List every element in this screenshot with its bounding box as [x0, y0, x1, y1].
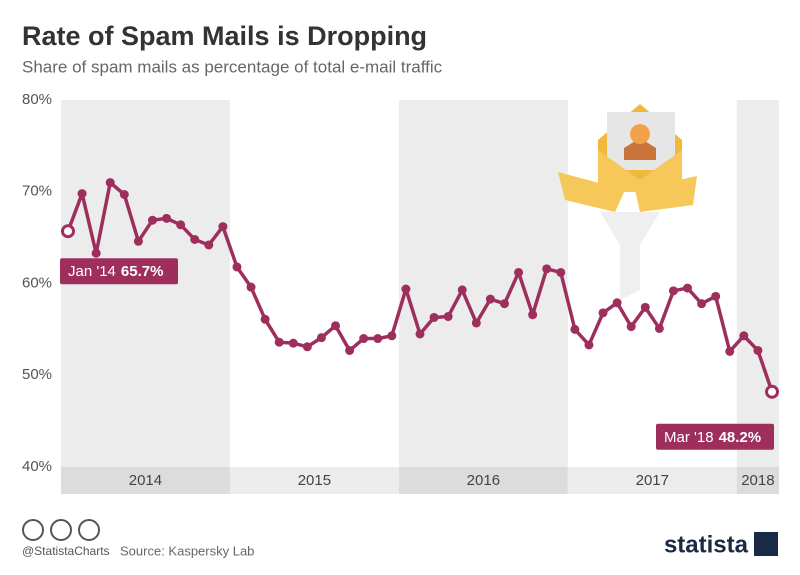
- year-strip: [60, 467, 230, 494]
- point: [77, 189, 87, 199]
- x-tick-label: 2016: [467, 472, 500, 489]
- data-label: 65.7%: [121, 263, 164, 280]
- point: [387, 331, 397, 341]
- point: [401, 284, 411, 294]
- point: [626, 322, 636, 332]
- annotation: Mar '18 48.2%: [664, 429, 761, 446]
- point: [359, 334, 369, 344]
- question: [630, 124, 650, 144]
- point: [765, 384, 779, 399]
- point: [61, 224, 75, 239]
- chart-subtitle: Share of spam mails as percentage of tot…: [22, 57, 443, 76]
- point: [753, 345, 763, 355]
- point: [91, 248, 101, 258]
- year-band: [398, 100, 568, 467]
- point: [471, 318, 481, 328]
- annotation-box: [60, 258, 178, 285]
- point: [570, 324, 580, 334]
- illustration: [558, 104, 697, 300]
- point: [640, 302, 650, 312]
- point: [485, 294, 495, 304]
- box: [624, 138, 656, 160]
- point: [119, 190, 129, 200]
- plot: 40% 50% 60% 70% 80% Jan '14 65.7% Mar '18 48.2%: [22, 91, 779, 475]
- point: [598, 308, 608, 318]
- point: [683, 283, 693, 293]
- envelope-front: [598, 150, 682, 192]
- point: [105, 178, 115, 188]
- point: [218, 222, 228, 232]
- year-strip: [398, 467, 568, 494]
- point: [725, 346, 735, 356]
- handle: @StatistaCharts: [22, 544, 110, 558]
- point: [302, 342, 312, 352]
- cc-icon: [22, 519, 44, 541]
- point: [246, 282, 256, 292]
- x-tick-label: 2018: [741, 472, 774, 489]
- year-strip: [229, 467, 399, 494]
- x-tick-label: 2017: [636, 472, 669, 489]
- data-label: 48.2%: [719, 429, 762, 446]
- x-tick-label: 2014: [129, 472, 162, 489]
- y-tick-label: 50%: [22, 366, 52, 383]
- x-tick-label: 2015: [298, 472, 331, 489]
- y-tick-label: 80%: [22, 91, 52, 108]
- point: [514, 267, 524, 277]
- year-strip: [567, 467, 737, 494]
- point: [133, 236, 143, 246]
- point: [542, 264, 552, 274]
- point: [345, 345, 355, 355]
- point: [176, 220, 186, 230]
- source: Source: Kaspersky Lab: [120, 543, 254, 558]
- point: [415, 329, 425, 339]
- by-icon: [50, 519, 72, 541]
- point: [288, 338, 298, 348]
- y-tick-label: 40%: [22, 458, 52, 475]
- point: [654, 323, 664, 333]
- brand-logo: [754, 532, 778, 556]
- point: [331, 321, 341, 331]
- chart-title: Rate of Spam Mails is Dropping: [22, 21, 427, 51]
- year-band: [736, 100, 780, 467]
- point: [528, 310, 538, 320]
- point: [373, 334, 383, 344]
- nd-icon: [78, 519, 100, 541]
- point: [457, 285, 467, 295]
- point: [190, 234, 200, 244]
- annotation: Jan '14 65.7%: [68, 263, 163, 280]
- point: [316, 333, 326, 343]
- point: [204, 240, 214, 250]
- point: [697, 299, 707, 309]
- point: [260, 314, 270, 324]
- point: [232, 262, 242, 272]
- point: [612, 298, 622, 308]
- point: [429, 312, 439, 322]
- footer: @StatistaCharts Source: Kaspersky Lab st…: [22, 519, 778, 558]
- point: [499, 299, 509, 309]
- envelope-left: [558, 172, 625, 212]
- annotation-date: Mar '18: [664, 429, 714, 446]
- y-tick-label: 70%: [22, 183, 52, 200]
- point: [668, 286, 678, 296]
- y-tick-label: 60%: [22, 274, 52, 291]
- point: [584, 340, 594, 350]
- year-strip: [736, 467, 780, 494]
- annotation-box: [656, 423, 774, 450]
- point: [711, 291, 721, 301]
- year-bands: 2014 2015 2016 2017 2018: [60, 100, 780, 494]
- point: [443, 312, 453, 322]
- annotation-date: Jan '14: [68, 263, 116, 280]
- funnel: [600, 212, 660, 300]
- point: [162, 213, 172, 223]
- point: [274, 337, 284, 347]
- brand: statista: [664, 531, 749, 558]
- point: [739, 331, 749, 341]
- point: [556, 267, 566, 277]
- point: [147, 215, 157, 225]
